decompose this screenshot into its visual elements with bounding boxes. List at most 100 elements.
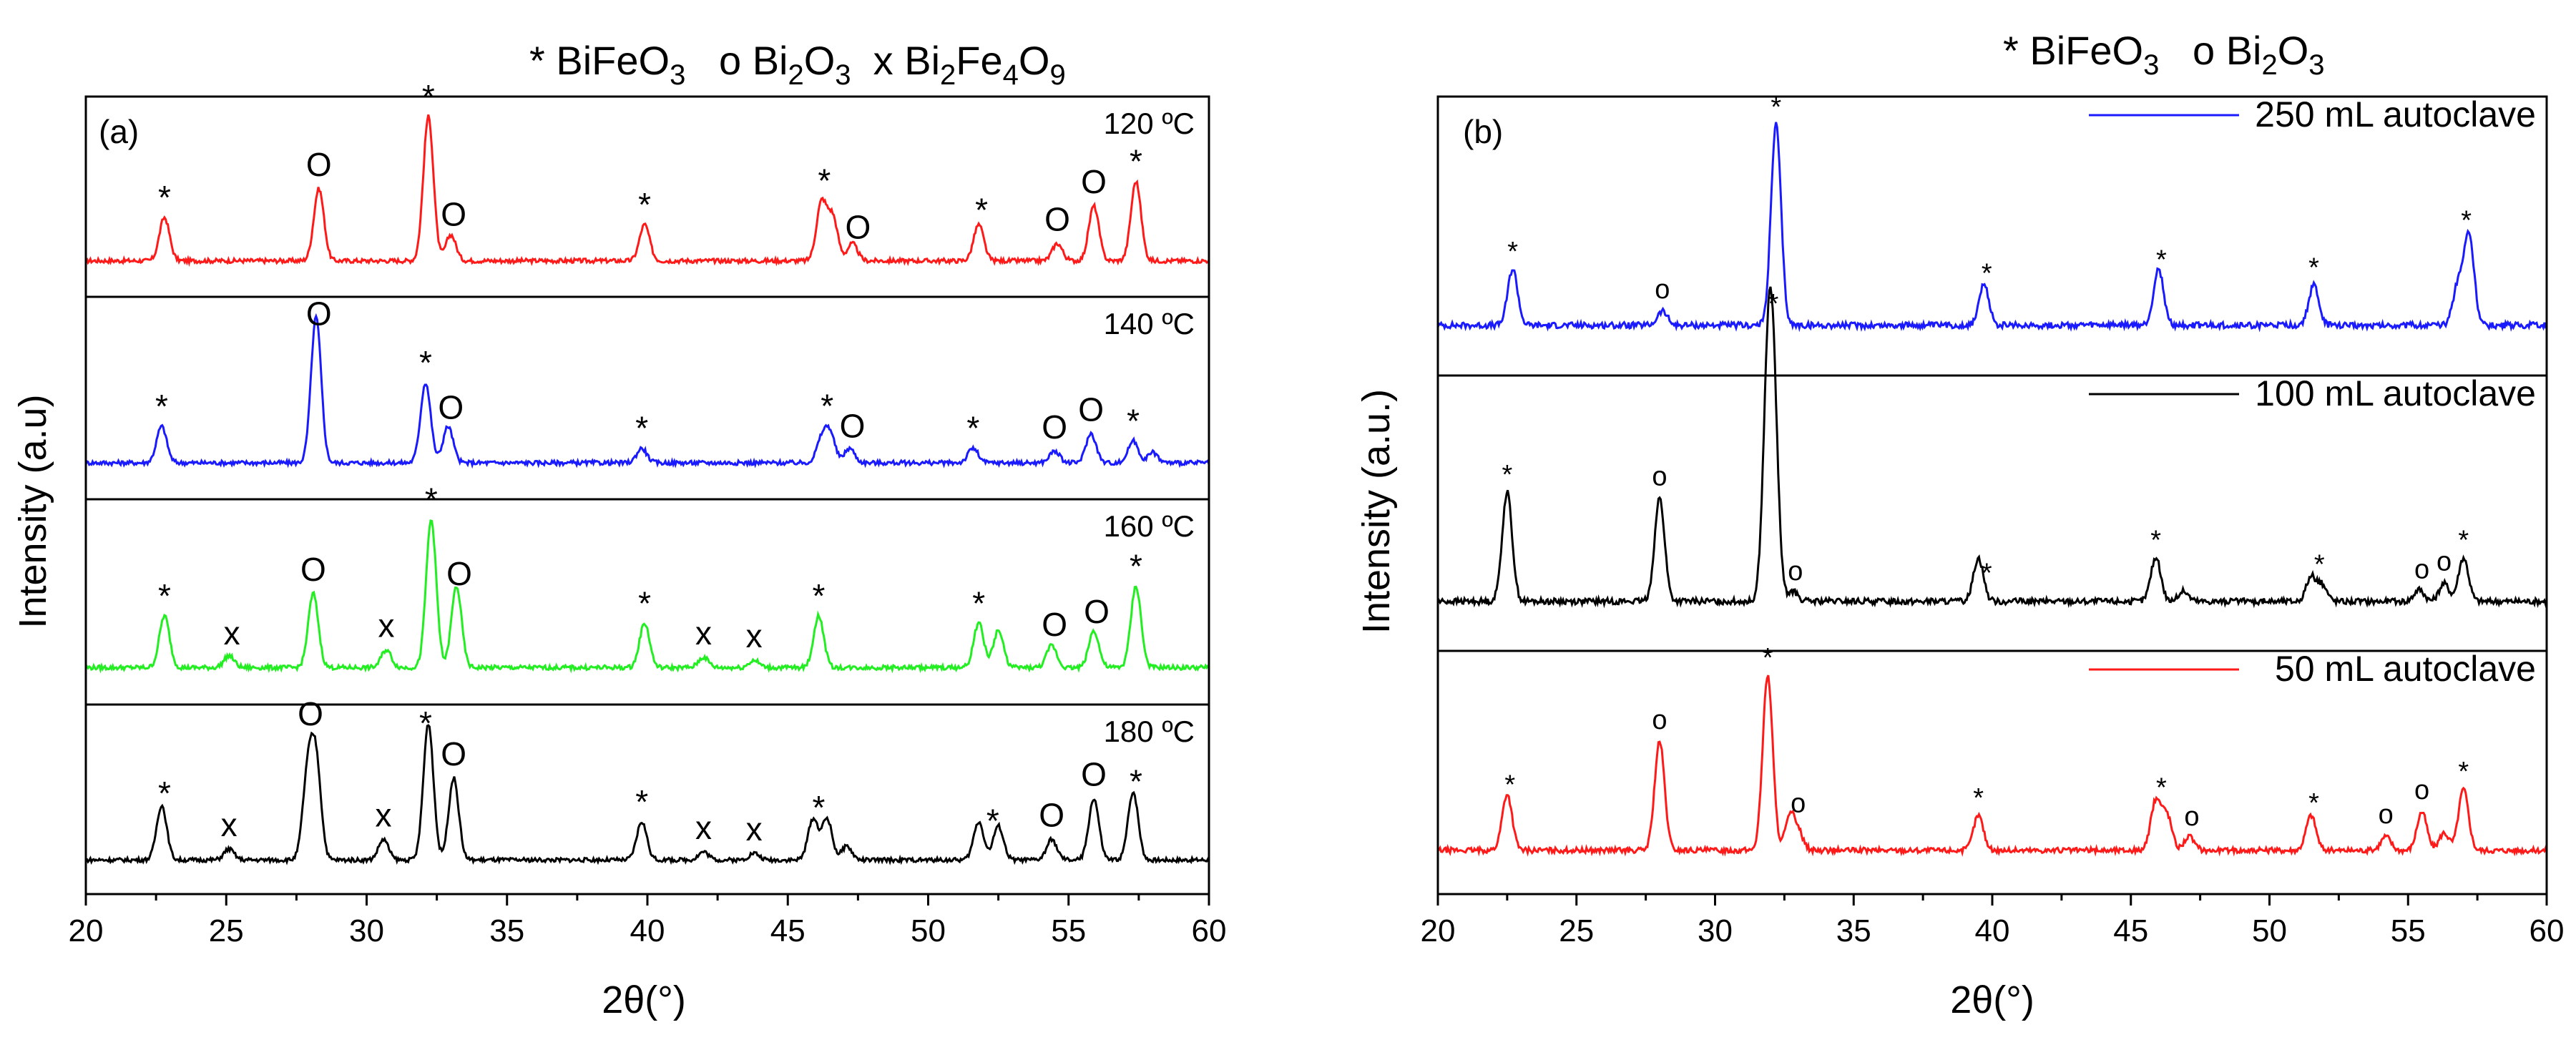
peak-marker: * — [2150, 526, 2161, 556]
xrd-trace-2 — [84, 313, 1210, 469]
peak-marker: * — [1973, 783, 1984, 813]
peak-marker: O — [1044, 200, 1070, 237]
legend-title-part: O — [1019, 38, 1050, 83]
peak-marker: x — [221, 806, 237, 843]
peak-marker: * — [2458, 757, 2469, 787]
peak-marker: * — [812, 577, 825, 614]
panel-b: * BiFeO3 o Bi2O3 (b) Intensity (a.u.) 2θ… — [1355, 28, 2564, 1021]
peak-marker: o — [1655, 275, 1670, 305]
peak-marker: * — [635, 783, 648, 820]
peak-marker: O — [298, 695, 323, 732]
xrd-trace-2 — [1436, 286, 2548, 609]
peak-marker: * — [158, 179, 171, 216]
peak-marker: O — [306, 146, 332, 183]
peak-marker: o — [1652, 462, 1667, 492]
peak-marker: o — [2414, 554, 2429, 584]
peak-marker: * — [1982, 558, 1992, 588]
legend-title-part: 2 — [2261, 49, 2277, 81]
legend-title-part: o Bi — [2159, 28, 2261, 73]
peak-marker: x — [695, 809, 712, 846]
panel-a: * BiFeO3 o Bi2O3 x Bi2Fe4O9 (a) Intensit… — [11, 38, 1226, 1021]
series-label: 180 ºC — [1104, 715, 1195, 748]
peak-marker: * — [1507, 237, 1518, 267]
peak-marker: O — [446, 555, 472, 592]
series-label: 50 mL autoclave — [2275, 649, 2536, 689]
peak-marker: * — [1771, 92, 1781, 122]
series-label: 160 ºC — [1104, 509, 1195, 543]
peak-marker: O — [1042, 408, 1067, 446]
peak-marker: * — [986, 802, 999, 839]
peak-marker: * — [1504, 770, 1515, 800]
panel-b-axes: 20 25 30 35 40 45 50 55 60 — [1421, 95, 2564, 948]
peak-marker: o — [2379, 800, 2394, 830]
peak-marker: * — [2314, 549, 2325, 579]
series-label: 250 mL autoclave — [2255, 94, 2536, 134]
legend-title-part: 3 — [2143, 49, 2159, 81]
peak-marker: * — [2156, 245, 2167, 275]
peak-marker: x — [376, 797, 392, 834]
x-tick-label: 45 — [2113, 913, 2148, 948]
peak-marker: * — [1130, 763, 1142, 800]
peak-marker: o — [2414, 775, 2429, 805]
xrd-trace-1 — [1436, 122, 2547, 333]
legend-title-part: x Bi — [851, 38, 940, 83]
legend-title-part: 4 — [1003, 59, 1019, 91]
peak-marker: * — [812, 789, 825, 826]
panel-a-x-axis-title: 2θ(°) — [602, 978, 686, 1021]
x-tick-label: 30 — [1698, 913, 1733, 948]
peak-marker: O — [1081, 163, 1107, 200]
peak-marker: O — [840, 408, 866, 445]
peak-marker: * — [155, 388, 168, 425]
peak-marker: o — [2437, 547, 2452, 577]
panel-b-y-axis-title: Intensity (a.u.) — [1355, 389, 1398, 634]
panel-a-peak-markers: *O*O **O * OO*120 ºC*O*O**O * O O *140 ºC*xOx*O… — [155, 78, 1195, 848]
legend-title-part: 3 — [670, 59, 685, 91]
series-label: 140 ºC — [1104, 307, 1195, 340]
panel-b-peak-markers: *o** * **250 mL autoclave* o*o *** o o*100 mL … — [1502, 92, 2536, 832]
x-tick-label: 45 — [770, 913, 805, 948]
peak-marker: * — [972, 584, 985, 622]
x-tick-label: 40 — [1975, 913, 2010, 948]
x-tick-label: 35 — [489, 913, 524, 948]
panel-a-axes: 20 25 30 35 40 45 50 55 60 — [69, 95, 1227, 948]
peak-marker: O — [441, 196, 466, 233]
panel-a-letter: (a) — [99, 113, 139, 150]
x-tick-label: 35 — [1836, 913, 1871, 948]
legend-title-part: Fe — [956, 38, 1002, 83]
series-label: 120 ºC — [1104, 107, 1195, 140]
peak-marker: o — [2184, 802, 2199, 832]
peak-marker: x — [746, 810, 763, 848]
peak-marker: x — [746, 617, 763, 654]
panel-b-traces — [1436, 122, 2548, 857]
peak-marker: * — [419, 344, 432, 381]
peak-marker: * — [818, 162, 831, 199]
xrd-trace-4 — [85, 724, 1210, 865]
x-tick-label: 55 — [2391, 913, 2426, 948]
peak-marker: * — [158, 577, 171, 614]
x-tick-label: 60 — [1192, 913, 1227, 948]
x-tick-label: 50 — [911, 913, 946, 948]
panel-a-composition-legend: * BiFeO3 o Bi2O3 x Bi2Fe4O9 — [529, 38, 1066, 91]
legend-title-part: o Bi — [685, 38, 788, 83]
peak-marker: o — [1791, 788, 1806, 818]
legend-title-part: 2 — [940, 59, 956, 91]
x-tick-label: 20 — [1421, 913, 1456, 948]
panel-b-letter: (b) — [1463, 113, 1503, 150]
legend-title-part: O — [2278, 28, 2309, 73]
peak-marker: * — [821, 388, 833, 425]
panel-a-traces — [84, 114, 1210, 865]
peak-marker: * — [1763, 643, 1773, 673]
peak-marker: * — [158, 775, 171, 812]
peak-marker: * — [1768, 289, 1778, 319]
panel-b-x-axis-title: 2θ(°) — [1950, 978, 2034, 1021]
peak-marker: * — [419, 705, 432, 742]
peak-marker: x — [224, 614, 240, 652]
peak-marker: * — [975, 191, 988, 228]
peak-marker: O — [1042, 606, 1067, 643]
xrd-trace-3 — [1437, 674, 2548, 857]
xrd-trace-3 — [84, 519, 1210, 674]
peak-marker: * — [1502, 460, 1512, 490]
legend-title-part: 3 — [835, 59, 851, 91]
panel-a-y-axis-title: Intensity (a.u) — [11, 394, 54, 628]
peak-marker: * — [2308, 253, 2319, 283]
